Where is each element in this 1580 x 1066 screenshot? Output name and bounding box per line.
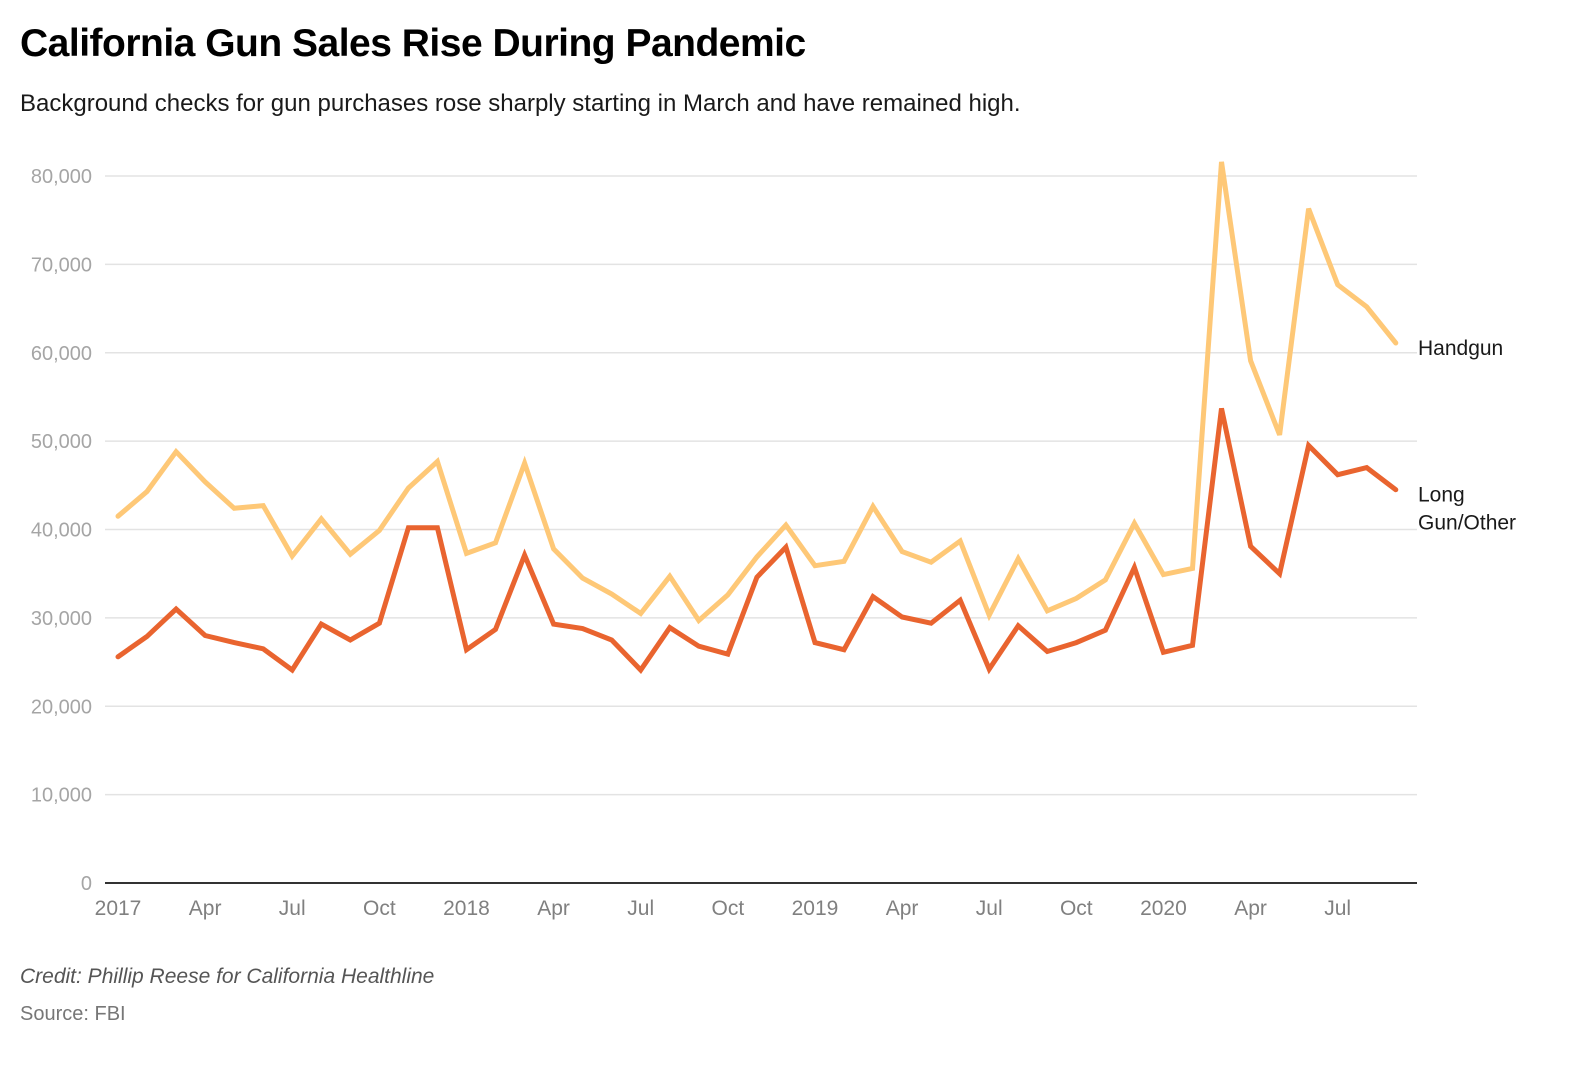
x-tick-label: Apr [1234, 897, 1267, 920]
x-tick-label: Jul [627, 897, 654, 920]
x-tick-label: Jul [1324, 897, 1351, 920]
credit-text: Credit: Phillip Reese for California Hea… [20, 965, 435, 988]
y-tick-label: 70,000 [31, 254, 92, 276]
x-tick-label: 2020 [1140, 897, 1187, 920]
x-tick-label: 2017 [95, 897, 142, 920]
x-tick-label: Apr [886, 897, 919, 920]
series-label-handgun: Handgun [1418, 337, 1503, 360]
y-tick-label: 50,000 [31, 431, 92, 453]
x-tick-label: Oct [712, 897, 745, 920]
x-tick-label: Jul [279, 897, 306, 920]
series-line-handgun [115, 161, 1399, 625]
x-tick-label: Jul [976, 897, 1003, 920]
y-tick-label: 80,000 [31, 166, 92, 188]
x-tick-label: Oct [363, 897, 396, 920]
x-tick-label: Oct [1060, 897, 1093, 920]
y-tick-label: 10,000 [31, 785, 92, 807]
x-axis-ticks: 2017 Apr Jul Oct 2018 Apr Jul Oct 2019 Apr Jul Oct 2… [95, 897, 1351, 920]
y-tick-label: 20,000 [31, 696, 92, 718]
source-text: Source: FBI [20, 1003, 126, 1025]
x-tick-label: 2019 [792, 897, 839, 920]
series-lines [115, 161, 1399, 675]
y-tick-label: 40,000 [31, 520, 92, 542]
y-tick-label: 0 [81, 873, 92, 895]
y-axis-ticks: 0 10,000 20,000 30,000 40,000 50,000 60,000 70,… [31, 166, 92, 895]
x-tick-label: Apr [189, 897, 222, 920]
y-tick-label: 60,000 [31, 343, 92, 365]
series-label-long-gun-other: Gun/Other [1418, 512, 1516, 535]
gridlines [105, 175, 1417, 796]
chart-title: California Gun Sales Rise During Pandemi… [20, 22, 806, 65]
series-labels: Handgun Long Gun/Other [1418, 337, 1516, 535]
series-line-long-gun-other [115, 407, 1399, 675]
series-label-long-gun-other: Long [1418, 484, 1465, 507]
y-tick-label: 30,000 [31, 608, 92, 630]
x-tick-label: 2018 [443, 897, 490, 920]
x-tick-label: Apr [537, 897, 570, 920]
chart-subtitle: Background checks for gun purchases rose… [20, 90, 1021, 117]
